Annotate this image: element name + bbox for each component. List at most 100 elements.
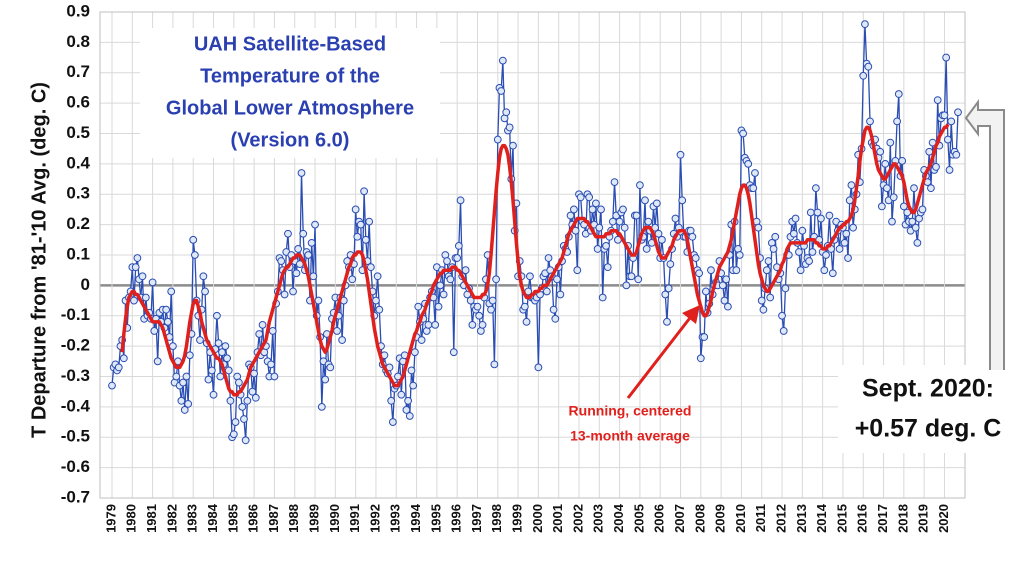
data-point [893, 117, 901, 126]
y-tick-label: 0.7 [66, 62, 90, 81]
data-point [622, 281, 631, 290]
data-point [769, 245, 778, 253]
y-tick-label: 0.9 [66, 1, 90, 20]
data-point [199, 272, 208, 281]
data-point [644, 217, 653, 226]
x-tick-label: 1984 [205, 503, 220, 533]
x-tick-label: 1985 [225, 504, 240, 533]
x-tick-label: 1994 [408, 503, 423, 533]
data-point [806, 208, 815, 217]
data-point [886, 138, 895, 147]
x-tick-label: 2001 [550, 504, 565, 533]
x-tick-label: 2002 [570, 504, 585, 533]
data-point [766, 293, 775, 302]
data-point [475, 311, 484, 320]
x-tick-label: 1995 [428, 504, 443, 533]
data-point [828, 269, 837, 278]
data-point [910, 184, 918, 193]
data-point [248, 387, 257, 396]
data-point [446, 275, 455, 284]
annotation-arrow [626, 313, 695, 399]
data-point [789, 229, 798, 238]
data-point [877, 202, 886, 211]
data-point [270, 372, 279, 381]
data-point [597, 205, 605, 214]
y-tick-label: 0.2 [66, 214, 90, 233]
data-point [163, 317, 172, 326]
data-point [918, 205, 927, 214]
data-point [169, 342, 177, 351]
data-point [466, 296, 475, 305]
data-point [180, 406, 189, 414]
data-point [307, 238, 316, 247]
data-point [216, 372, 225, 381]
data-point [570, 205, 578, 214]
data-point [405, 412, 414, 420]
chart-title: UAH Satellite-Based [194, 33, 386, 55]
data-point [289, 287, 297, 296]
plot-area [108, 20, 962, 445]
data-point [696, 354, 705, 363]
data-point [204, 375, 213, 384]
data-point [636, 181, 644, 190]
data-point [925, 147, 934, 156]
data-point [443, 257, 451, 265]
data-point [678, 196, 687, 205]
data-point [488, 296, 497, 305]
data-point [209, 390, 218, 399]
data-point [954, 108, 962, 117]
data-point [138, 272, 147, 281]
data-point [762, 266, 771, 275]
data-point [148, 278, 157, 287]
data-point [241, 436, 250, 445]
x-tick-label: 2010 [733, 504, 748, 533]
data-point [691, 254, 700, 262]
data-point [700, 333, 709, 341]
data-point [502, 108, 511, 117]
x-tick-label: 2009 [713, 504, 728, 533]
title-box [140, 28, 440, 158]
x-tick-label: 2007 [672, 504, 687, 533]
data-point [595, 223, 604, 232]
data-point [251, 393, 260, 402]
data-point [940, 111, 949, 120]
data-point [771, 232, 780, 241]
data-point [864, 62, 873, 71]
x-tick-label: 2003 [591, 504, 606, 533]
data-point [861, 20, 869, 29]
x-tick-label: 2018 [895, 504, 910, 533]
callout-text: Sept. 2020: [862, 375, 994, 403]
data-point [805, 257, 814, 265]
data-point [952, 150, 961, 159]
x-tick-label: 1988 [286, 504, 301, 533]
data-point [796, 266, 805, 275]
x-tick-label: 1987 [266, 504, 281, 533]
data-point [779, 327, 788, 335]
data-point [333, 327, 341, 335]
data-point [172, 372, 181, 381]
x-tick-label: 1996 [449, 504, 464, 533]
data-point [375, 305, 384, 314]
data-point [372, 296, 380, 305]
annotation-text: 13-month average [570, 428, 690, 444]
data-point [294, 245, 303, 253]
data-point [661, 290, 670, 299]
data-point [360, 187, 369, 196]
y-tick-label: -0.5 [61, 427, 90, 446]
data-point [388, 418, 397, 426]
data-point [666, 260, 675, 269]
data-point [407, 366, 416, 375]
data-point [813, 208, 822, 217]
x-tick-label: 2011 [753, 504, 768, 532]
data-point [214, 339, 223, 347]
data-point [167, 287, 176, 296]
callout-box [838, 365, 1016, 453]
data-point [603, 263, 612, 272]
data-point [566, 211, 575, 220]
data-point [911, 223, 920, 232]
data-point [573, 266, 582, 275]
data-point [842, 229, 851, 238]
x-tick-label: 2013 [794, 504, 809, 533]
data-point [754, 223, 763, 232]
data-point [549, 305, 558, 314]
